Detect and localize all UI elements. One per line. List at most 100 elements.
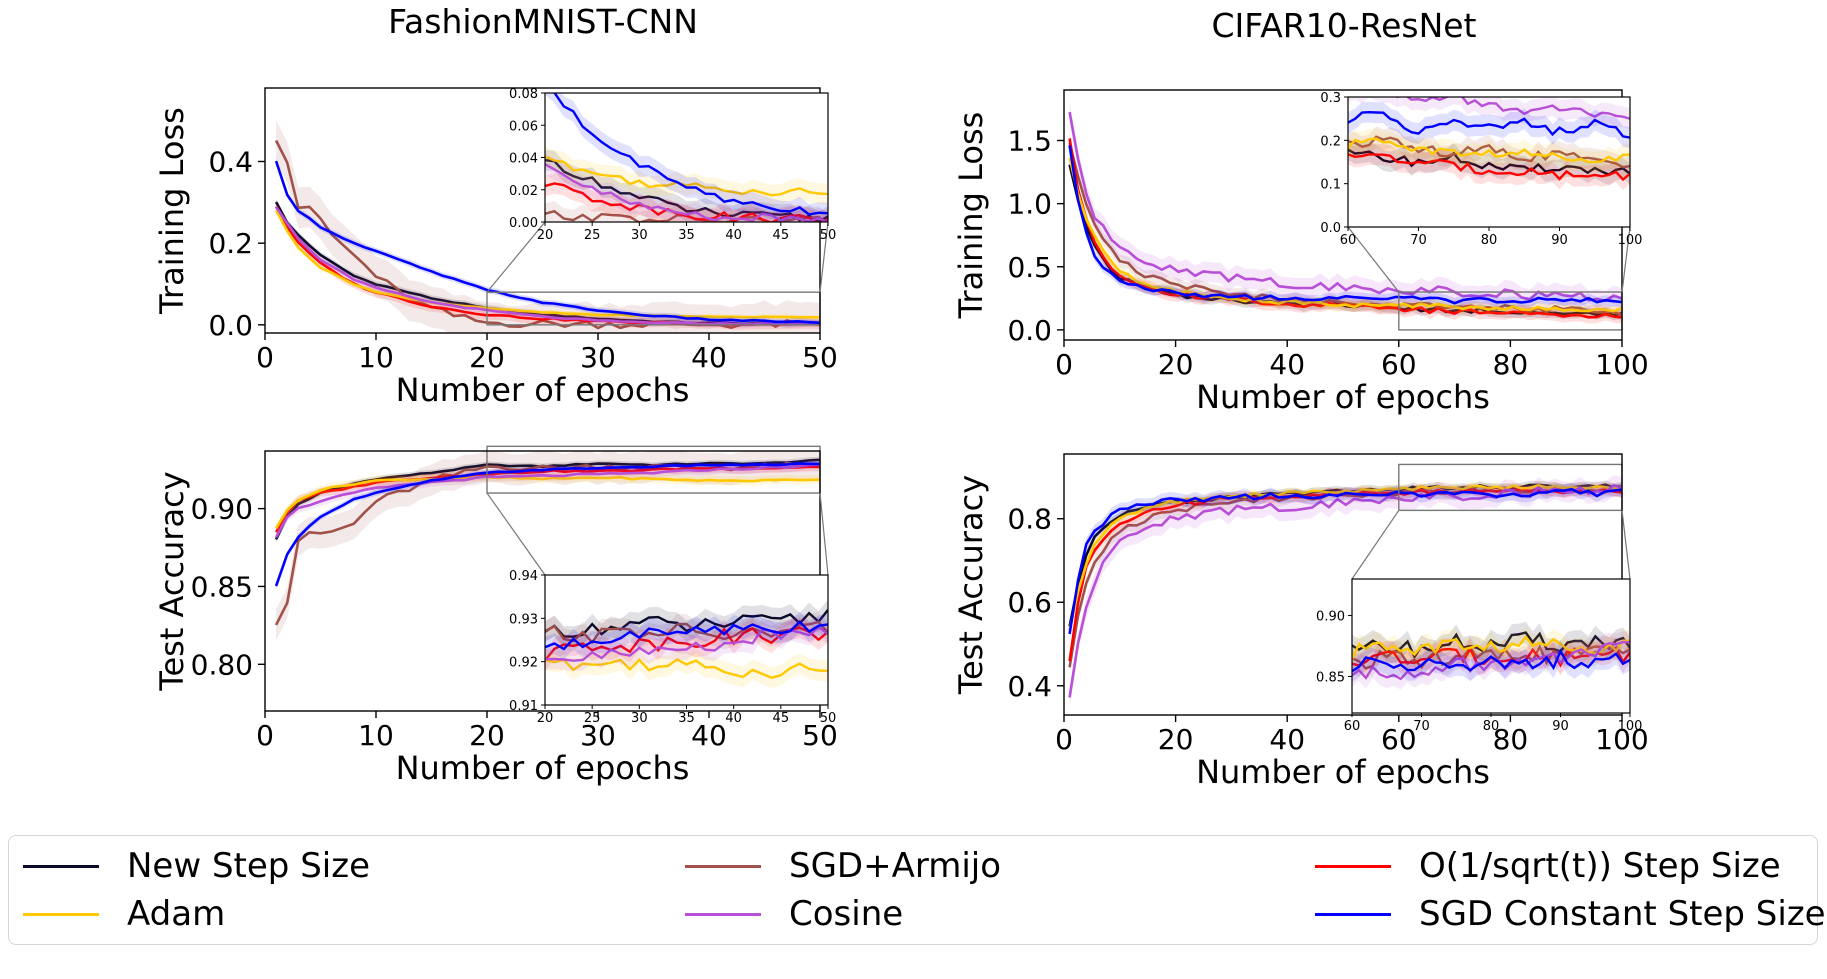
x-tick-label: 20 (469, 719, 505, 752)
inset-line-adam (545, 658, 828, 679)
legend-label: SGD Constant Step Size (1419, 894, 1826, 934)
series-line-cosine (1068, 111, 1622, 303)
inset-band-cosine (545, 616, 828, 672)
x-tick-label: 40 (691, 719, 727, 752)
inset-x-tick-label: 20 (537, 228, 554, 243)
y-axis-label: Test Accuracy (952, 475, 990, 695)
inset-plot-area (545, 599, 828, 689)
y-axis-label: Training Loss (952, 112, 990, 320)
x-tick-label: 100 (1595, 348, 1648, 381)
x-tick-label: 50 (802, 719, 838, 752)
y-tick-label: 0.4 (1007, 670, 1052, 703)
series-line-sgd-armijo (1068, 486, 1622, 668)
x-tick-label: 80 (1493, 348, 1529, 381)
legend-item-adam: Adam (23, 894, 225, 934)
connector-line (486, 492, 546, 576)
series-line-sgd-armijo (274, 139, 820, 330)
series-line-sgd-constant-step-size (1068, 487, 1622, 635)
inset-x-tick-label: 30 (631, 228, 648, 243)
plot-area (1068, 102, 1622, 324)
inset-line-sgd-constant-step-size (1348, 110, 1630, 139)
band-sgd-armijo (1069, 136, 1622, 322)
series-line-adam (1068, 484, 1622, 631)
inset-y-tick-label: 0.02 (509, 184, 538, 199)
x-tick-label: 30 (580, 719, 616, 752)
x-tick-label: 0 (1055, 348, 1073, 381)
inset-y-tick-label: 0.08 (509, 87, 538, 102)
inset-band-sgd-constant-step-size (545, 611, 828, 660)
y-tick-label: 0.80 (191, 648, 253, 681)
x-axis-label: Number of epochs (1196, 753, 1490, 791)
inset-line-cosine (545, 625, 828, 662)
legend: New Step Size SGD+Armijo O(1/sqrt(t)) St… (8, 835, 1826, 945)
inset-y-tick-label: 0.1 (1320, 178, 1341, 193)
series-line-sgd-constant-step-size (274, 462, 820, 587)
connector-line (819, 492, 829, 576)
inset-y-tick-label: 0.93 (509, 612, 538, 627)
x-tick-label: 0 (256, 341, 274, 374)
legend-item-cosine: Cosine (685, 894, 903, 934)
y-tick-label: 0.0 (208, 309, 253, 342)
y-tick-label: 1.0 (1007, 188, 1052, 221)
inset-band-sgd-constant-step-size (545, 93, 828, 222)
inset-x-tick-label: 50 (820, 228, 837, 243)
series-line-adam (274, 475, 820, 529)
legend-label: O(1/sqrt(t)) Step Size (1419, 846, 1781, 886)
inset-x-tick-label: 25 (584, 228, 601, 243)
y-tick-label: 1.5 (1007, 125, 1052, 158)
y-tick-label: 0.6 (1007, 586, 1052, 619)
x-axis-label: Number of epochs (1196, 378, 1490, 416)
connector-line (1621, 510, 1631, 580)
inset-plot-area (1352, 621, 1630, 690)
y-tick-label: 0.0 (1007, 314, 1052, 347)
connector-line (819, 221, 829, 293)
inset-band-o-1-sqrt-t-step-size (545, 173, 828, 222)
inset-x-tick-label: 40 (725, 711, 742, 726)
inset-y-tick-label: 0.2 (1320, 134, 1341, 149)
x-axis-label: Number of epochs (396, 749, 690, 787)
inset-x-tick-label: 50 (820, 711, 837, 726)
inset-band-adam (545, 649, 828, 689)
y-axis-label: Training Loss (153, 107, 191, 315)
plot-area (274, 451, 820, 641)
x-tick-label: 40 (691, 341, 727, 374)
inset-x-tick-label: 80 (1481, 233, 1498, 248)
inset-x-tick-label: 45 (773, 711, 790, 726)
inset-y-tick-label: 0.85 (1316, 670, 1345, 685)
legend-item-new-step-size: New Step Size (23, 846, 370, 886)
inset-line-new-step-size (545, 158, 828, 222)
inset-band-cosine (1352, 631, 1630, 690)
band-cosine (1069, 102, 1622, 311)
y-tick-label: 0.5 (1007, 251, 1052, 284)
series-line-adam (274, 209, 820, 319)
inset-x-tick-label: 25 (584, 711, 601, 726)
inset-band-cosine (1348, 97, 1630, 130)
inset-y-tick-label: 0.0 (1320, 221, 1341, 236)
panel-cifar-loss: 0 20 40 60 80 100 0.0 0.5 1.0 1.5 Number of epochs… (952, 89, 1649, 416)
inset-line-cosine (1394, 97, 1630, 120)
inset-plot-area (1348, 97, 1630, 190)
x-tick-label: 20 (469, 341, 505, 374)
legend-item-sgd-constant: SGD Constant Step Size (1315, 894, 1826, 934)
y-tick-label: 0.2 (208, 227, 253, 260)
plot-area (1068, 475, 1622, 708)
x-tick-label: 30 (580, 341, 616, 374)
inset-plot-area (545, 93, 828, 222)
x-tick-label: 50 (802, 341, 838, 374)
inset-x-tick-label: 70 (1410, 233, 1427, 248)
inset-band-cosine (545, 153, 828, 222)
y-tick-label: 0.85 (191, 570, 253, 603)
band-sgd-armijo (276, 451, 820, 641)
legend-label: Adam (127, 894, 226, 934)
series-line-cosine (274, 463, 820, 538)
legend-swatch-sgd-armijo (685, 864, 761, 868)
x-axis-label: Number of epochs (396, 371, 690, 409)
connector-line (1351, 510, 1400, 580)
y-tick-label: 0.4 (208, 146, 253, 179)
inset-x-tick-label: 100 (1618, 719, 1643, 734)
col-title-left: FashionMNIST-CNN (388, 2, 698, 41)
legend-item-sqrt-step-size: O(1/sqrt(t)) Step Size (1315, 846, 1781, 886)
x-tick-label: 0 (256, 719, 274, 752)
panel-cifar-acc: 0 20 40 60 80 100 0.4 0.6 0.8 Number of epochs Tes… (952, 453, 1649, 791)
